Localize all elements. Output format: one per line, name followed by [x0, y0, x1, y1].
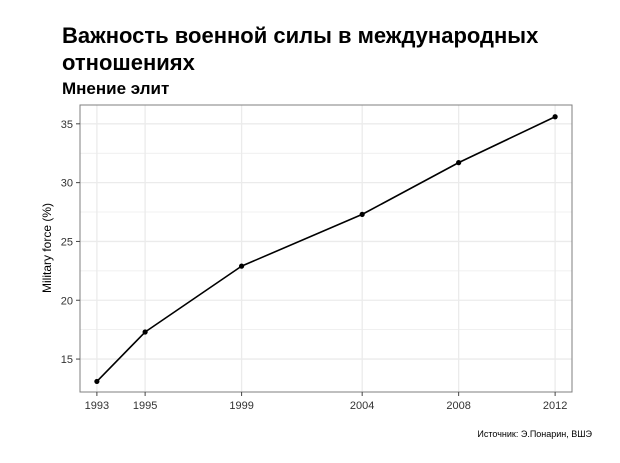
y-tick-label: 25: [61, 236, 73, 248]
y-tick-label: 30: [61, 178, 73, 190]
y-axis-label: Military force (%): [40, 203, 54, 293]
y-tick-label: 15: [61, 354, 73, 366]
data-point: [456, 160, 462, 166]
x-tick-label: 2008: [446, 400, 470, 412]
y-tick-label: 35: [61, 119, 73, 131]
chart-title: Важность военной силы в международных от…: [62, 23, 539, 75]
data-point: [238, 263, 245, 269]
grid-layer: [80, 105, 572, 392]
x-tick-label: 1993: [85, 400, 109, 412]
x-tick-label: 2012: [543, 400, 567, 412]
chart-subtitle: Мнение элит: [62, 79, 170, 98]
x-tick-label: 1999: [229, 400, 253, 412]
data-point: [94, 378, 100, 385]
axis-layer: 15 20 25 30 35 1993 1995 1999 2004 2008 2012: [61, 119, 568, 412]
data-point: [359, 211, 365, 217]
series-line: [96, 116, 556, 382]
x-tick-label: 2004: [350, 400, 374, 412]
y-tick-label: 20: [61, 295, 73, 307]
series-layer: [94, 114, 558, 385]
data-point: [552, 114, 558, 120]
data-point: [142, 329, 148, 335]
source-note: Источник: Э.Понарин, ВШЭ: [477, 429, 592, 439]
x-tick-label: 1995: [133, 400, 157, 412]
plot-border: [79, 104, 573, 393]
